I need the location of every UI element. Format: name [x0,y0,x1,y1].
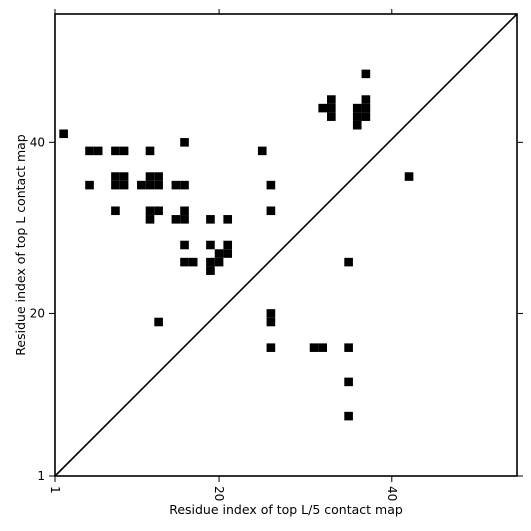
x-axis-label: Residue index of top L/5 contact map [169,502,403,517]
contact-cell [111,206,120,216]
x-tick-label: 40 [385,486,399,501]
contact-cell [119,180,129,190]
contact-cell [119,146,129,156]
contact-cell [327,103,336,113]
y-axis-label: Residue index of top L contact map [13,134,28,355]
contact-cell [309,343,319,352]
contact-cell [154,317,163,327]
contact-cell [171,215,181,224]
x-tick-label: 20 [212,486,226,501]
contact-cell [361,103,371,113]
contact-cell [257,146,267,156]
x-tick-label: 1 [48,486,62,494]
contact-cell [344,257,353,267]
diagonal-line [54,13,518,477]
contact-cell [180,257,189,267]
contact-cell [180,240,189,250]
contact-cell [85,146,94,156]
contact-cell [145,206,155,216]
contact-cell [206,240,215,250]
contact-cell [266,343,276,352]
contact-cell [266,206,276,216]
contact-cell [344,343,353,352]
contact-cell [266,180,276,190]
plot-frame [54,13,518,477]
contact-cell [111,172,120,181]
contact-cell [188,257,198,267]
contact-cell [223,249,233,258]
contact-cell [266,317,276,327]
contact-cell [145,172,155,181]
y-tick-label: 1 [37,469,45,483]
contact-cell [154,206,163,216]
contact-cell [145,146,155,156]
contact-cell [180,180,189,190]
contact-cell [154,180,163,190]
contact-cell [119,172,129,181]
contact-cell [344,411,353,421]
contact-cell [111,180,120,190]
contact-cell [344,377,353,387]
contact-cell [318,103,328,113]
contact-cell [145,180,155,190]
contact-cell [206,215,215,224]
contact-cell [180,206,189,216]
contact-cell [327,95,336,104]
contact-cell [111,146,120,156]
contact-cell [171,180,181,190]
y-tick-label: 40 [30,135,45,149]
contact-cell [180,215,189,224]
y-tick-label: 20 [30,306,45,320]
contact-cell [223,240,233,250]
contact-cell [85,180,94,190]
contact-cell [318,343,328,352]
contact-cell [223,215,233,224]
contact-cell [361,112,371,121]
contact-cell [93,146,103,156]
contact-cell [137,180,146,190]
contact-cell [361,69,371,79]
contact-cell [327,112,336,121]
contact-cell [145,215,155,224]
contact-cell [352,103,362,113]
contact-cell [361,95,371,104]
contact-cells [59,69,414,421]
axis-ticks: 1 20 40 1 20 40 [30,9,523,501]
contact-cell [206,257,215,267]
contact-cell [154,172,163,181]
contact-cell [214,257,224,267]
contact-cell [180,138,189,147]
contact-cell [214,249,224,258]
contact-cell [404,172,414,181]
contact-cell [352,112,362,121]
contact-cell [266,309,276,318]
contact-cell [59,129,68,139]
contact-cell [352,120,362,130]
contact-cell [206,266,215,275]
